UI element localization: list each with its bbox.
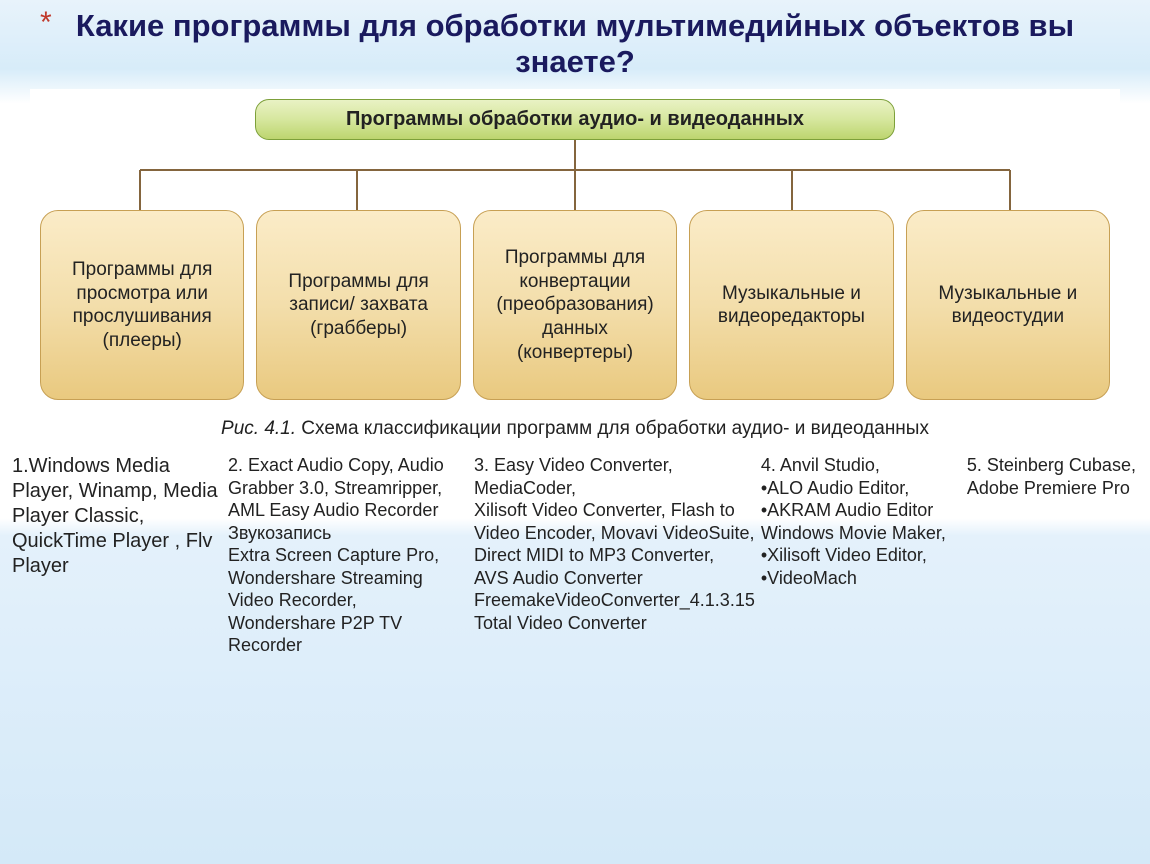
slide: * Какие программы для обработки мультиме… xyxy=(0,0,1150,864)
diagram-connectors xyxy=(40,140,1110,210)
diagram: Программы обработки аудио- и видеоданных… xyxy=(30,89,1120,450)
star-icon: * xyxy=(40,6,52,40)
slide-title: Какие программы для обработки мультимеди… xyxy=(0,0,1150,89)
diagram-box-3: Программы для конвертации (преобразовани… xyxy=(473,210,677,400)
diagram-box-1: Программы для просмотра или прослушивани… xyxy=(40,210,244,400)
diagram-root: Программы обработки аудио- и видеоданных xyxy=(255,99,895,140)
list-col-1: 1.Windows Media Player, Winamp, Media Pl… xyxy=(12,454,222,657)
diagram-box-2: Программы для записи/ захвата (грабберы) xyxy=(256,210,460,400)
diagram-caption: Рис. 4.1. Схема классификации программ д… xyxy=(40,400,1110,450)
example-lists: 1.Windows Media Player, Winamp, Media Pl… xyxy=(0,450,1150,657)
diagram-box-5: Музыкальные и видеостудии xyxy=(906,210,1110,400)
diagram-box-4: Музыкальные и видеоредакторы xyxy=(689,210,893,400)
list-col-4: 4. Anvil Studio, •ALO Audio Editor, •AKR… xyxy=(761,454,961,657)
list-col-3: 3. Easy Video Converter, MediaCoder, Xil… xyxy=(474,454,755,657)
caption-text: Схема классификации программ для обработ… xyxy=(296,418,929,439)
list-col-5: 5. Steinberg Cubase, Adobe Premiere Pro xyxy=(967,454,1150,657)
diagram-boxes: Программы для просмотра или прослушивани… xyxy=(40,210,1110,400)
caption-figure-number: Рис. 4.1. xyxy=(221,418,296,439)
list-col-2: 2. Exact Audio Copy, Audio Grabber 3.0, … xyxy=(228,454,468,657)
